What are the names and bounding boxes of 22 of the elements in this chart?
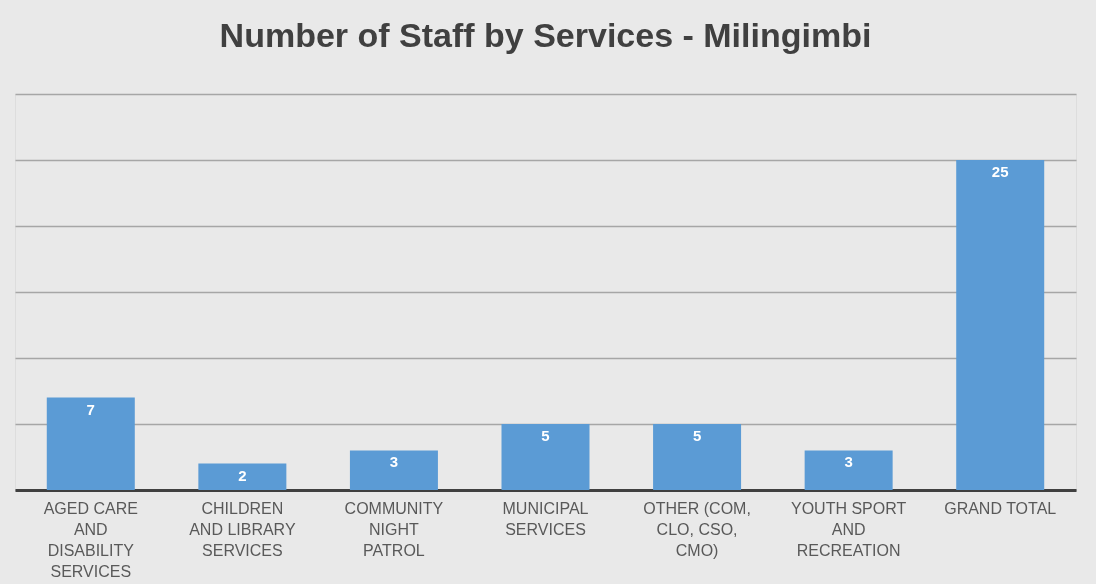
data-label: 2 — [238, 466, 247, 484]
bar — [956, 160, 1045, 490]
bar — [501, 424, 590, 490]
bar — [46, 397, 135, 490]
x-tick-label: CHILDREN AND LIBRARY SERVICES — [189, 499, 296, 559]
data-label: 25 — [991, 163, 1009, 180]
bar — [653, 424, 742, 490]
bar — [349, 450, 438, 490]
bar — [198, 463, 287, 490]
x-tick-label: MUNICIPAL SERVICES — [502, 499, 589, 538]
x-tick-label: OTHER (COM, CLO, CSO, CMO) — [643, 499, 751, 559]
x-tick-label: GRAND TOTAL — [944, 499, 1057, 517]
x-tick-label: COMMUNITY NIGHT PATROL — [344, 499, 444, 559]
x-tick-label: AGED CARE AND DISABILITY SERVICES — [43, 499, 138, 580]
data-label: 7 — [86, 400, 95, 418]
data-label: 5 — [692, 427, 702, 444]
x-tick-label: YOUTH SPORT AND RECREATION — [791, 499, 907, 559]
data-label: 3 — [389, 453, 399, 471]
data-label: 5 — [541, 427, 550, 444]
data-label: 3 — [844, 453, 853, 471]
bar — [804, 450, 893, 490]
chart-title: Number of Staff by Services - Milingimbi — [219, 16, 872, 54]
